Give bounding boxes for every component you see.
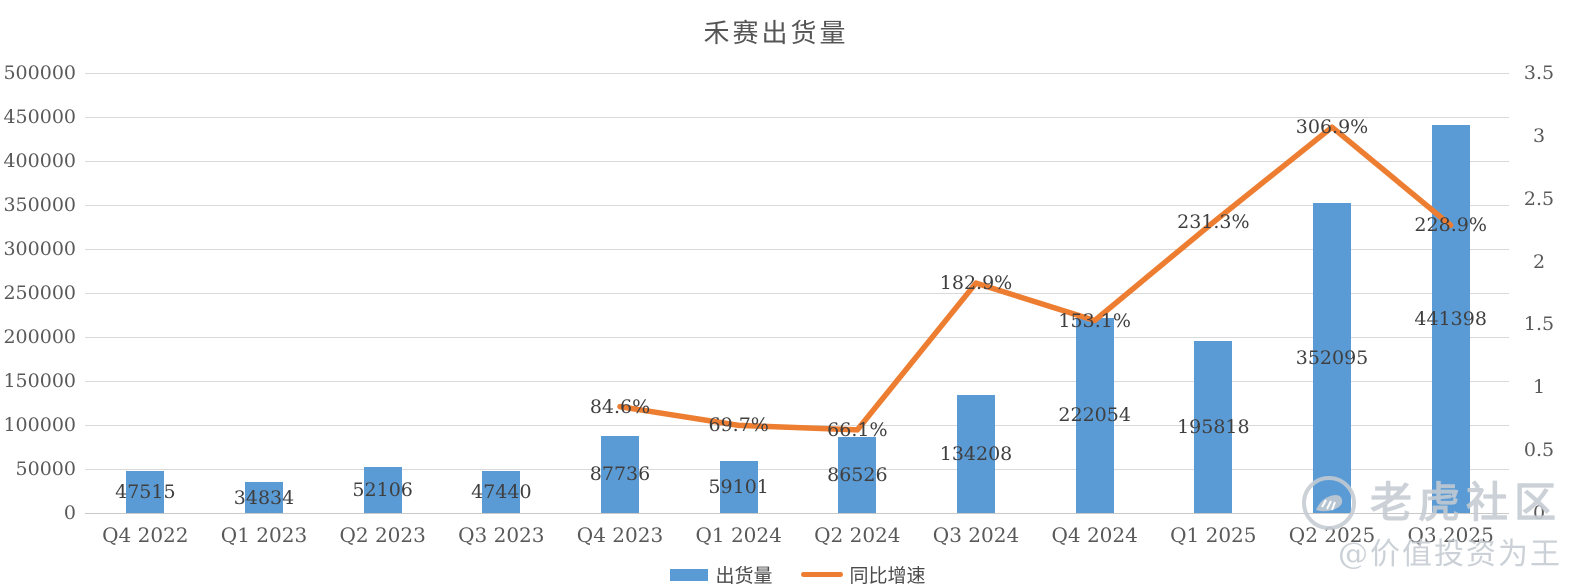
x-axis-category-label: Q2 2023 xyxy=(339,523,426,547)
growth-point-label: 66.1% xyxy=(827,418,888,441)
shipment-bar xyxy=(482,471,521,513)
bar-value-label: 47440 xyxy=(471,481,532,504)
y-axis-tick-label: 150000 xyxy=(3,370,76,392)
shipment-bar xyxy=(838,436,877,513)
gridline xyxy=(85,205,1509,206)
bar-value-label: 441398 xyxy=(1414,307,1487,330)
bar-value-label: 52106 xyxy=(352,479,413,502)
x-axis-category-label: Q1 2023 xyxy=(220,523,308,547)
gridline xyxy=(85,293,1509,294)
growth-swatch-icon xyxy=(800,572,843,577)
y-axis-tick-label: 100000 xyxy=(3,414,76,436)
growth-point-label: 231.3% xyxy=(1177,211,1250,234)
y-axis-tick-label: 200000 xyxy=(3,326,76,348)
secondary-axis-tick-label: 2.5 xyxy=(1523,187,1555,210)
growth-point-label: 84.6% xyxy=(589,395,651,418)
bar-value-label: 352095 xyxy=(1295,347,1369,370)
secondary-axis-tick-label: 1.5 xyxy=(1523,313,1555,336)
secondary-axis-tick-label: 0 xyxy=(1532,502,1546,524)
bar-value-label: 86526 xyxy=(827,463,888,486)
x-axis-category-label: Q3 2023 xyxy=(458,523,545,547)
bar-value-label: 87736 xyxy=(589,463,651,486)
gridline xyxy=(85,381,1509,382)
secondary-axis-tick-label: 1 xyxy=(1532,376,1546,399)
y-axis-tick-label: 500000 xyxy=(3,62,76,84)
secondary-axis-tick-label: 0.5 xyxy=(1523,439,1555,462)
chart-title: 禾赛出货量 xyxy=(703,19,849,49)
growth-point-label: 228.9% xyxy=(1414,214,1487,237)
shipment-bar xyxy=(363,467,402,513)
y-axis-tick-label: 450000 xyxy=(3,106,76,128)
y-axis-tick-label: 400000 xyxy=(3,150,76,172)
x-axis-category-label: Q1 2025 xyxy=(1170,523,1257,547)
shipment-bar xyxy=(719,460,758,513)
gridline xyxy=(85,249,1509,250)
gridline xyxy=(85,161,1509,162)
x-axis-category-label: Q3 2025 xyxy=(1407,523,1494,547)
y-axis-tick-label: 50000 xyxy=(15,458,76,480)
legend-item-growth: 同比增速 xyxy=(800,561,926,588)
growth-point-label: 306.9% xyxy=(1295,116,1369,139)
y-axis-tick-label: 300000 xyxy=(3,238,76,260)
secondary-axis-tick-label: 3 xyxy=(1532,124,1546,147)
legend-growth-label: 同比增速 xyxy=(849,565,926,587)
secondary-axis-tick-label: 2 xyxy=(1532,250,1546,273)
legend-shipments-label: 出货量 xyxy=(715,565,773,587)
growth-point-label: 182.9% xyxy=(939,272,1013,295)
y-axis-tick-label: 250000 xyxy=(3,282,76,304)
legend: 出货量 同比增速 xyxy=(86,561,1510,588)
gridline xyxy=(85,425,1509,426)
gridline xyxy=(85,469,1509,470)
shipment-bar xyxy=(126,471,165,513)
growth-point-label: 69.7% xyxy=(708,414,769,437)
legend-item-shipments: 出货量 xyxy=(670,561,773,588)
bar-value-label: 47515 xyxy=(115,481,176,504)
x-axis-category-label: Q2 2025 xyxy=(1288,523,1376,547)
bar-value-label: 195818 xyxy=(1177,415,1250,438)
bar-value-label: 222054 xyxy=(1058,404,1131,427)
shipments-swatch-icon xyxy=(670,568,709,581)
gridline xyxy=(85,513,1509,514)
bar-value-label: 34834 xyxy=(233,486,295,509)
x-axis-category-label: Q4 2024 xyxy=(1051,523,1138,547)
x-axis-category-label: Q4 2022 xyxy=(102,523,189,547)
gridline xyxy=(85,117,1509,118)
x-axis-category-label: Q2 2024 xyxy=(814,523,901,547)
x-axis-category-label: Q3 2024 xyxy=(932,523,1020,547)
x-axis-category-label: Q1 2024 xyxy=(695,523,782,547)
bar-value-label: 134208 xyxy=(939,442,1013,465)
y-axis-tick-label: 350000 xyxy=(3,194,76,216)
secondary-axis-tick-label: 3.5 xyxy=(1523,62,1555,84)
shipment-bar xyxy=(601,435,639,513)
shipment-bar xyxy=(245,482,283,513)
x-axis-category-label: Q4 2023 xyxy=(576,523,664,547)
gridline xyxy=(85,73,1509,74)
growth-point-label: 153.1% xyxy=(1058,309,1131,332)
y-axis-tick-label: 0 xyxy=(63,502,76,524)
bar-value-label: 59101 xyxy=(708,475,769,498)
gridline xyxy=(85,337,1509,338)
